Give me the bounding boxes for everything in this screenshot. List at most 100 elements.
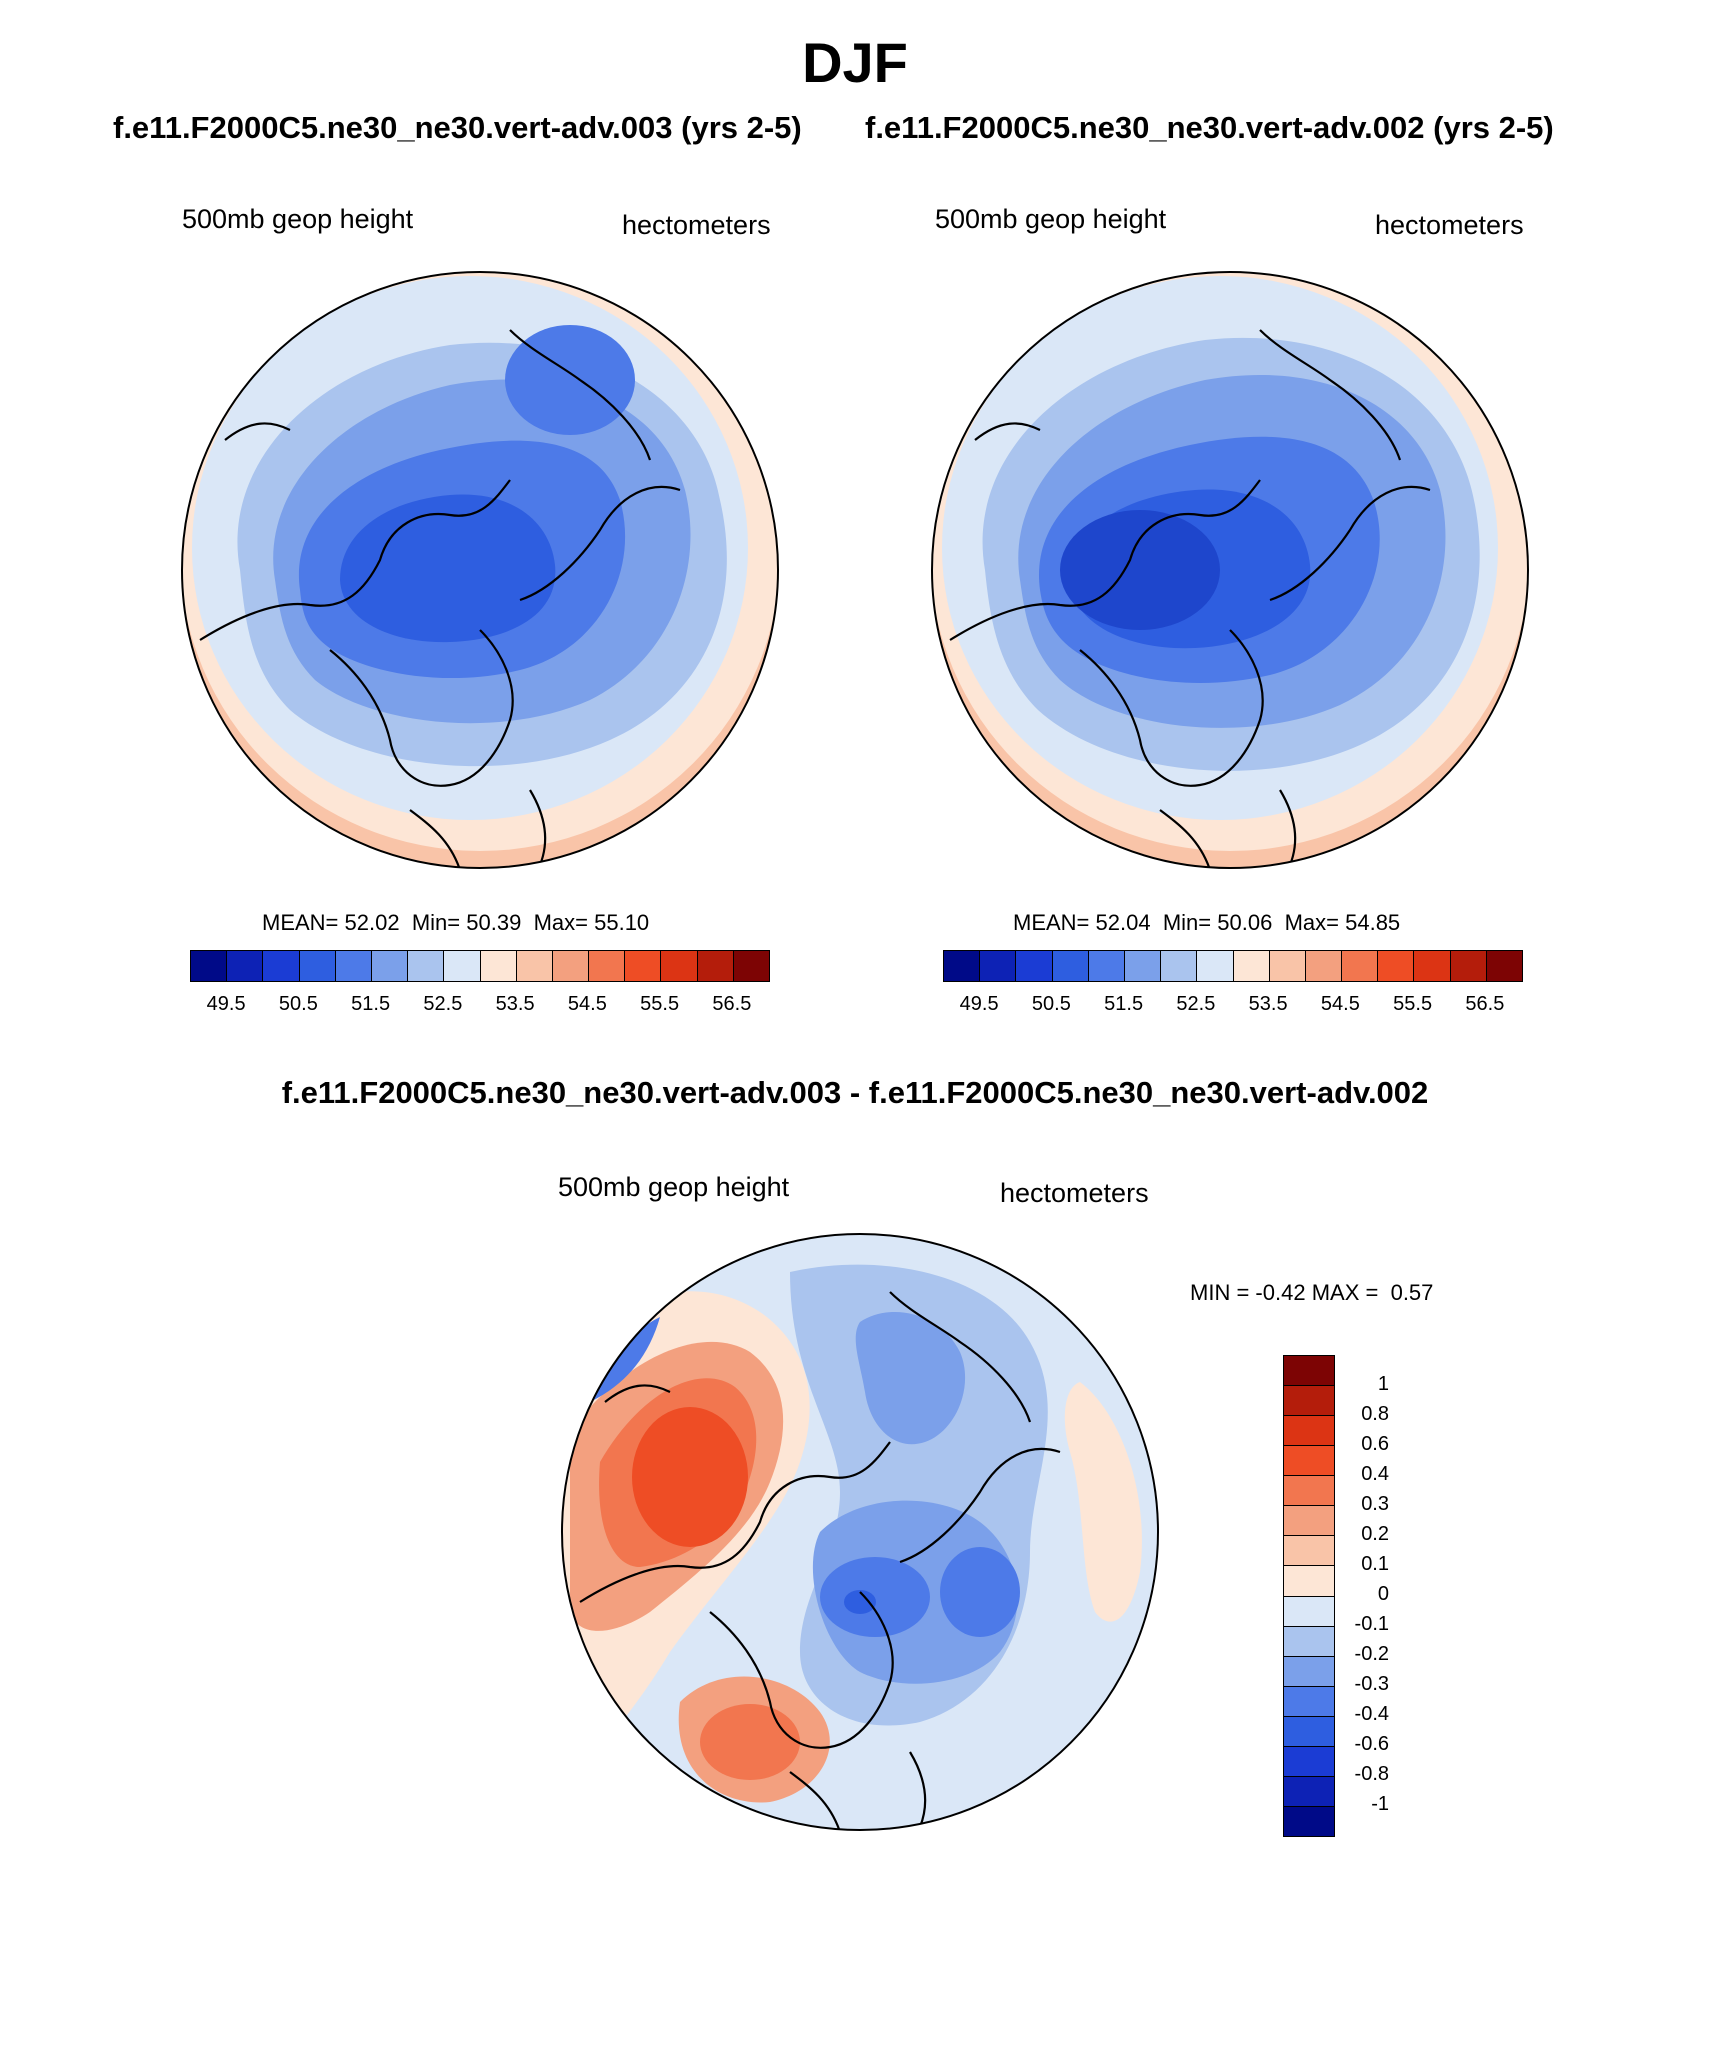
diff-polar-map	[561, 1233, 1159, 1831]
colorbar-swatch	[1284, 1476, 1334, 1507]
colorbar-tick-label: 51.5	[1104, 993, 1144, 1015]
left-max-label: Max=	[533, 910, 588, 935]
colorbar-tick-label: 52.5	[423, 993, 463, 1015]
left-field-label: 500mb geop height	[182, 204, 414, 234]
left-polar-map	[181, 271, 779, 869]
diff-field-label: 500mb geop height	[558, 1172, 790, 1202]
diff-max-value: 0.57	[1390, 1280, 1434, 1305]
colorbar-tick-label: -0.6	[1354, 1733, 1389, 1755]
colorbar-swatch	[733, 951, 769, 981]
left-colorbar	[190, 950, 770, 982]
colorbar-swatch	[1284, 1356, 1334, 1387]
colorbar-tick-label: 0.1	[1361, 1553, 1389, 1575]
colorbar-tick-label: 0.2	[1361, 1523, 1389, 1545]
left-units-label: hectometers	[622, 210, 771, 240]
colorbar-swatch	[980, 951, 1017, 981]
colorbar-tick-label: 49.5	[206, 993, 246, 1015]
colorbar-swatch	[1486, 951, 1522, 981]
left-colorbar-ticks: 49.5 50.5 51.5 52.5 53.5 54.5 55.5 56.5	[190, 993, 768, 1019]
colorbar-swatch	[371, 951, 409, 981]
contour-band-4	[340, 494, 556, 643]
colorbar-swatch	[1342, 951, 1379, 981]
colorbar-tick-label: 56.5	[712, 993, 752, 1015]
colorbar-swatch	[1124, 951, 1162, 981]
right-colorbar	[943, 950, 1523, 982]
warm-anomaly-south-core	[700, 1704, 800, 1780]
colorbar-tick-label: -1	[1371, 1793, 1389, 1815]
right-case-title: f.e11.F2000C5.ne30_ne30.vert-adv.002 (yr…	[865, 110, 1554, 145]
colorbar-tick-label: 55.5	[640, 993, 680, 1015]
colorbar-tick-label: 50.5	[278, 993, 318, 1015]
cool-anomaly-core	[820, 1557, 930, 1637]
diff-max-label: MAX =	[1311, 1280, 1379, 1305]
colorbar-swatch	[1284, 1746, 1334, 1777]
colorbar-swatch	[1284, 1506, 1334, 1537]
colorbar-swatch	[516, 951, 553, 981]
right-max-value: 54.85	[1345, 910, 1401, 935]
colorbar-swatch	[1378, 951, 1415, 981]
colorbar-swatch	[1305, 951, 1343, 981]
colorbar-swatch	[1233, 951, 1270, 981]
right-field-label: 500mb geop height	[935, 204, 1167, 234]
colorbar-swatch	[408, 951, 445, 981]
colorbar-swatch	[191, 951, 228, 981]
contour-band-5	[1060, 510, 1220, 630]
colorbar-swatch	[227, 951, 264, 981]
left-case-title: f.e11.F2000C5.ne30_ne30.vert-adv.003 (yr…	[113, 110, 802, 145]
colorbar-swatch	[1284, 1536, 1334, 1567]
colorbar-tick-label: -0.1	[1354, 1613, 1389, 1635]
right-polar-map	[931, 271, 1529, 869]
left-mean-label: MEAN=	[262, 910, 339, 935]
left-max-value: 55.10	[594, 910, 650, 935]
colorbar-swatch	[263, 951, 300, 981]
right-mean-value: 52.04	[1095, 910, 1151, 935]
colorbar-tick-label: -0.8	[1354, 1763, 1389, 1785]
cool-anomaly-core-2	[940, 1547, 1020, 1637]
colorbar-tick-label: 50.5	[1031, 993, 1071, 1015]
colorbar-tick-label: 0	[1377, 1583, 1389, 1605]
colorbar-swatch	[1161, 951, 1198, 981]
left-min-value: 50.39	[466, 910, 522, 935]
left-stats: MEAN= 52.02 Min= 50.39 Max= 55.10	[262, 910, 649, 936]
colorbar-tick-label: -0.4	[1354, 1703, 1389, 1725]
colorbar-swatch	[589, 951, 626, 981]
colorbar-tick-label: 54.5	[1320, 993, 1360, 1015]
coastlines	[949, 329, 1431, 868]
colorbar-swatch	[1450, 951, 1487, 981]
colorbar-tick-label: 53.5	[1248, 993, 1288, 1015]
colorbar-swatch	[480, 951, 517, 981]
right-max-label: Max=	[1284, 910, 1339, 935]
colorbar-swatch	[1284, 1416, 1334, 1447]
right-mean-label: MEAN=	[1013, 910, 1090, 935]
colorbar-swatch	[1284, 1776, 1334, 1807]
colorbar-swatch	[552, 951, 590, 981]
colorbar-tick-label: 51.5	[351, 993, 391, 1015]
right-min-value: 50.06	[1217, 910, 1273, 935]
left-mean-value: 52.02	[344, 910, 400, 935]
diff-colorbar	[1283, 1355, 1335, 1837]
map-border	[931, 271, 1529, 869]
colorbar-tick-label: -0.2	[1354, 1643, 1389, 1665]
diff-colorbar-ticks: 1 0.8 0.6 0.4 0.3 0.2 0.1 0 -0.1 -0.2 -0.3 -0.4 -0.6…	[1345, 1355, 1425, 1835]
main-title: DJF	[802, 31, 908, 94]
diff-stats: MIN = -0.42 MAX = 0.57	[1190, 1280, 1433, 1306]
colorbar-swatch	[1284, 1716, 1334, 1747]
colorbar-tick-label: 0.8	[1361, 1403, 1389, 1425]
colorbar-tick-label: 53.5	[495, 993, 535, 1015]
colorbar-swatch	[335, 951, 372, 981]
colorbar-swatch	[1284, 1596, 1334, 1627]
colorbar-swatch	[697, 951, 734, 981]
colorbar-swatch	[1269, 951, 1306, 981]
coastlines	[199, 329, 681, 868]
warm-anomaly-core	[632, 1407, 748, 1547]
diff-min-label: MIN =	[1190, 1280, 1250, 1305]
colorbar-swatch	[444, 951, 481, 981]
colorbar-swatch	[1284, 1806, 1334, 1836]
colorbar-swatch	[1052, 951, 1089, 981]
colorbar-swatch	[1016, 951, 1053, 981]
colorbar-swatch	[1284, 1686, 1334, 1717]
diff-title: f.e11.F2000C5.ne30_ne30.vert-adv.003 - f…	[281, 1075, 1429, 1110]
colorbar-tick-label: 1	[1377, 1373, 1389, 1395]
left-min-label: Min=	[411, 910, 461, 935]
colorbar-tick-label: 0.3	[1361, 1493, 1389, 1515]
